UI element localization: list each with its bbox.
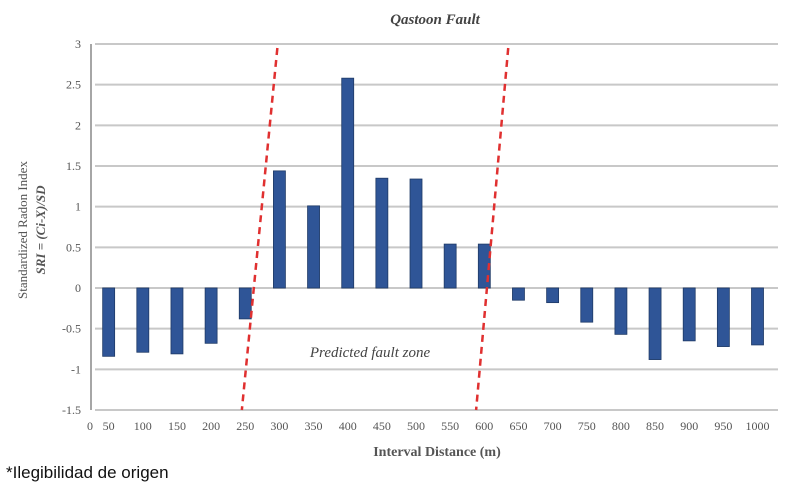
- y-axis-label: Standardized Radon Index: [15, 161, 30, 299]
- y-tick-label: 2.5: [66, 78, 81, 92]
- y-axis-formula: SRI = (Ci-X)/SD: [33, 185, 48, 275]
- x-tick-label: 300: [270, 419, 288, 433]
- bar-100: [136, 287, 150, 353]
- x-tick-label: 350: [305, 419, 323, 433]
- y-tick-label: 1: [75, 200, 81, 214]
- x-axis-label: Interval Distance (m): [373, 445, 501, 460]
- bar-250: [238, 287, 252, 320]
- bar-400: [341, 77, 355, 289]
- x-tick-label: 800: [612, 419, 630, 433]
- chart-title: Qastoon Fault: [390, 12, 480, 28]
- bar-800: [614, 287, 628, 335]
- x-tick-label: 750: [578, 419, 596, 433]
- x-tick-label: 600: [475, 419, 493, 433]
- x-tick-label: 700: [544, 419, 562, 433]
- y-tick-label: 3: [75, 37, 81, 51]
- x-tick-label: 1000: [746, 419, 770, 433]
- y-tick-label: 2: [75, 118, 81, 132]
- bar-650: [512, 287, 525, 301]
- x-tick-label: 250: [236, 419, 254, 433]
- fault-boundary-line: [240, 47, 279, 411]
- bar-750: [580, 287, 594, 323]
- x-tick-label: 400: [339, 419, 357, 433]
- x-tick-label: 550: [441, 419, 459, 433]
- footer-note: *Ilegibilidad de origen: [6, 463, 169, 482]
- bar-500: [409, 178, 423, 289]
- x-tick-label: 450: [373, 419, 391, 433]
- bar-900: [682, 287, 696, 342]
- x-tick-label: 900: [680, 419, 698, 433]
- x-tick-label: 50: [103, 419, 115, 433]
- y-tick-label: 1.5: [66, 159, 81, 173]
- bar-450: [375, 177, 389, 289]
- bar-150: [170, 287, 184, 355]
- bar-300: [273, 170, 286, 289]
- bar-550: [443, 243, 457, 289]
- y-tick-label: 0.5: [66, 240, 81, 254]
- bar-700: [546, 287, 560, 304]
- y-tick-label: 0: [75, 281, 81, 295]
- bar-350: [307, 205, 320, 289]
- bar-50: [102, 287, 116, 357]
- bar-1000: [751, 287, 764, 346]
- bar-850: [648, 287, 662, 360]
- x-tick-label: 850: [646, 419, 664, 433]
- y-tick-label: -1.5: [62, 403, 81, 417]
- bar-chart: Qastoon Fault 3 2.5 2 1.5 1 0.5 0 -0.5 -1 -1.5 50…: [15, 12, 778, 460]
- x-tick-label: 150: [168, 419, 186, 433]
- bar-200: [204, 287, 218, 344]
- x-tick-label: 650: [509, 419, 527, 433]
- x-tick-label: 200: [202, 419, 220, 433]
- x-tick-label: 500: [407, 419, 425, 433]
- bar-950: [716, 287, 730, 347]
- x-tick-label: 100: [134, 419, 152, 433]
- y-tick-label: -1: [71, 362, 81, 376]
- x-tick-label: 0: [87, 419, 93, 433]
- y-tick-label: -0.5: [62, 322, 81, 336]
- fault-zone-annotation: Predicted fault zone: [309, 345, 431, 361]
- fault-boundary-line: [474, 47, 510, 411]
- x-tick-label: 950: [714, 419, 732, 433]
